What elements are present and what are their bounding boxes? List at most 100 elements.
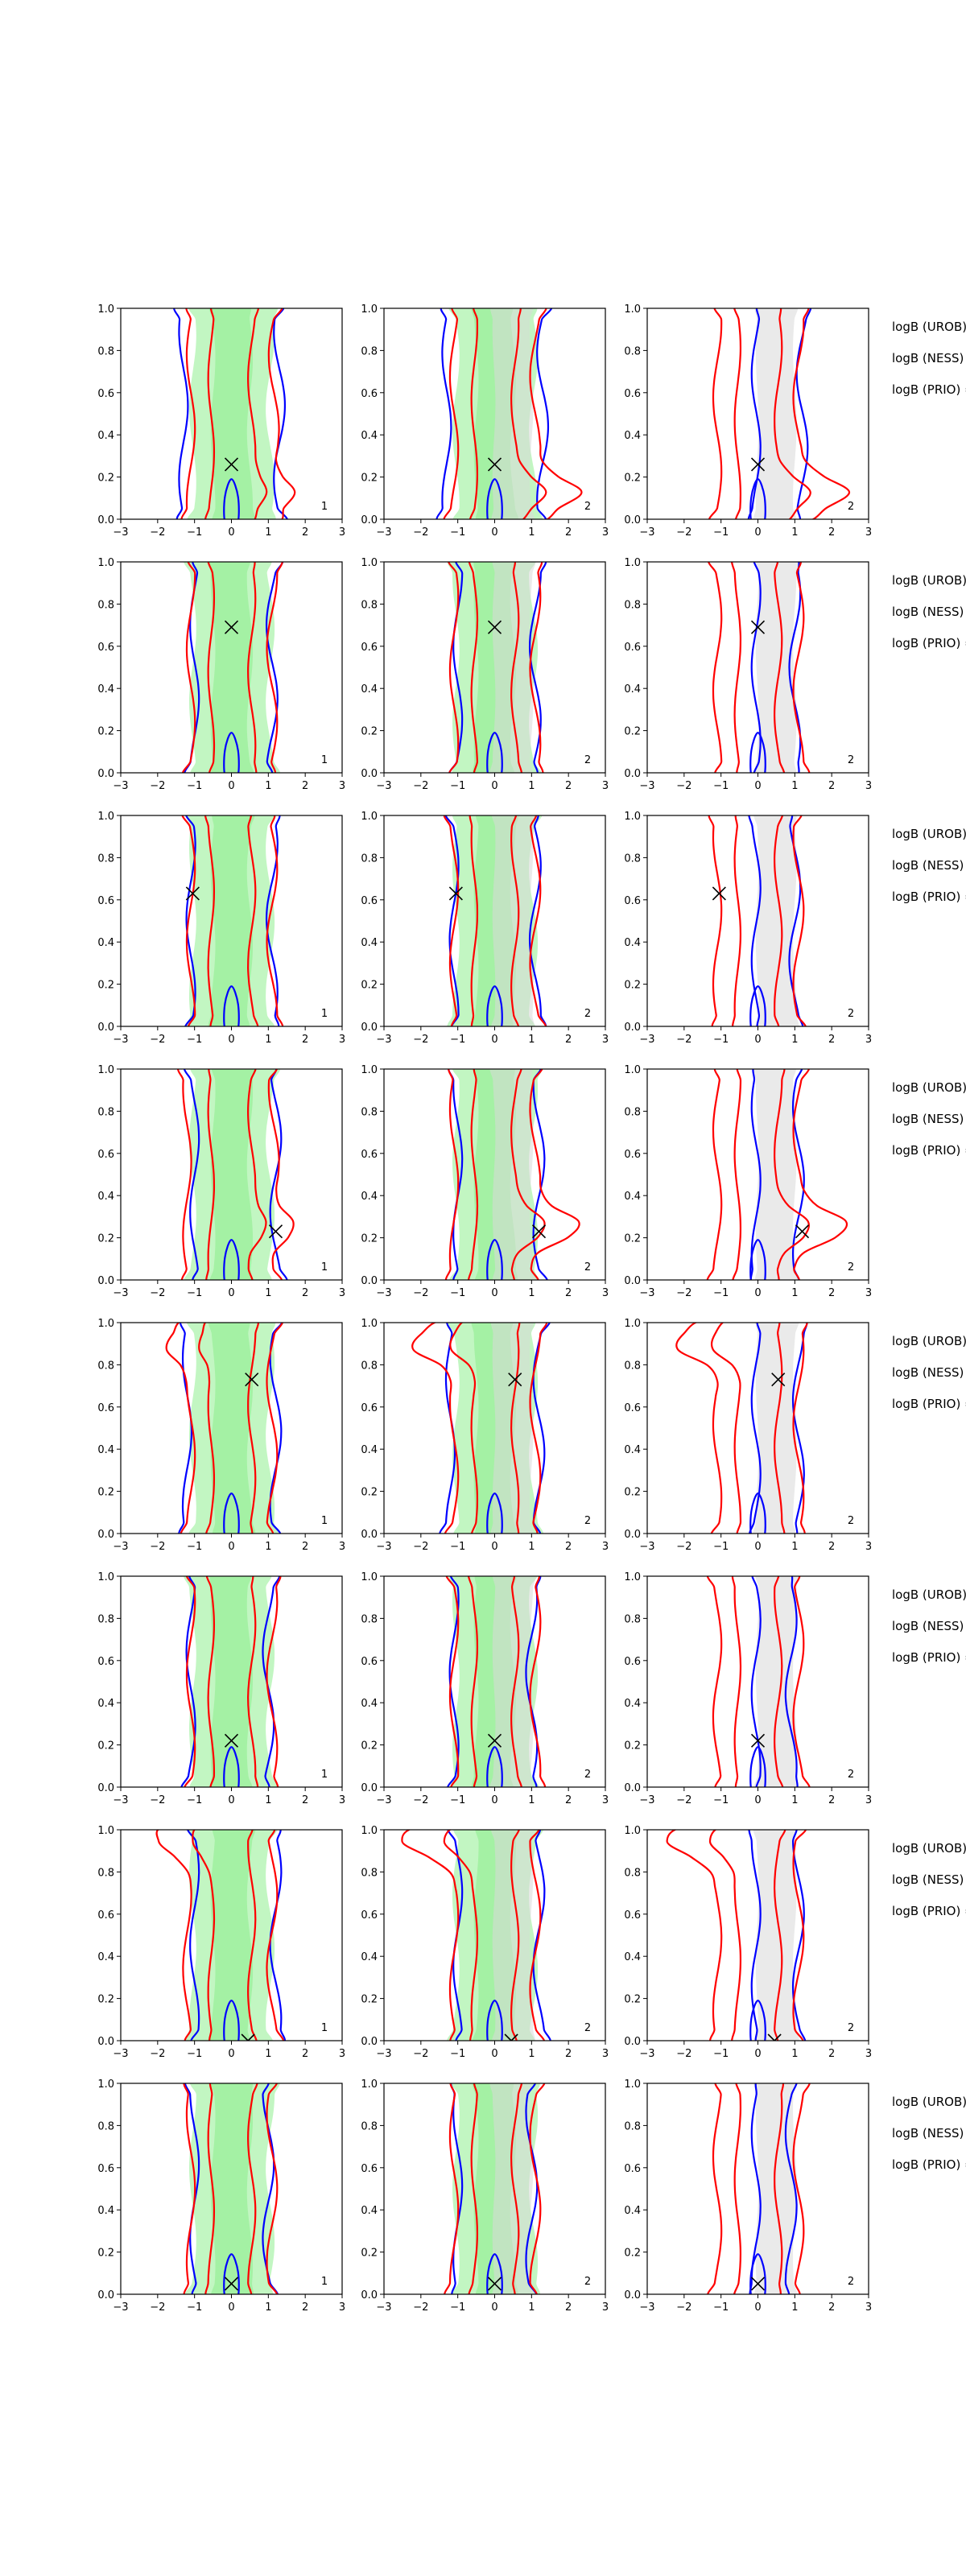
y-tick-label: 0.0 bbox=[361, 2289, 378, 2301]
y-tick-label: 0.6 bbox=[361, 1402, 378, 1414]
x-tick-label: 0 bbox=[754, 1541, 761, 1553]
y-tick-label: 0.6 bbox=[361, 388, 378, 400]
plot-area bbox=[706, 1069, 848, 1280]
x-tick-label: −2 bbox=[676, 1541, 691, 1553]
y-tick-label: 0.0 bbox=[97, 1022, 114, 1034]
contour-blue-outer bbox=[184, 1069, 288, 1280]
x-tick-label: 0 bbox=[228, 2301, 234, 2314]
y-tick-label: 0.4 bbox=[97, 1951, 114, 1963]
row-3-label-1: logB (UROB) = bbox=[892, 827, 966, 841]
contour-red-inner bbox=[192, 1830, 258, 2041]
contour-red-outer bbox=[184, 1576, 282, 1787]
y-tick-label: 1.0 bbox=[361, 1318, 378, 1330]
plot-area bbox=[708, 562, 811, 773]
x-tick-label: 2 bbox=[302, 526, 308, 539]
panel-tag: 2 bbox=[584, 1008, 591, 1020]
x-tick-label: −1 bbox=[713, 2048, 729, 2060]
plot-area bbox=[436, 308, 583, 519]
contour-red-outer bbox=[666, 1830, 807, 2041]
y-tick-label: 0.2 bbox=[361, 1994, 378, 2006]
panel-r4-c1: −3 −2 −1 0 1 2 3 0.0 0.2 0.4 0.6 0.8 1.0 1 bbox=[97, 1064, 345, 1299]
panel-r8-c2: −3 −2 −1 0 1 2 3 0.0 0.2 0.4 0.6 0.8 1.0 2 bbox=[361, 2079, 609, 2314]
true-value-marker bbox=[224, 457, 239, 472]
x-tick-label: −2 bbox=[413, 1794, 428, 1806]
contour-blue-peak bbox=[486, 1492, 503, 1534]
y-tick-label: 0.8 bbox=[97, 2120, 114, 2132]
row-2-label-1: logB (UROB) = bbox=[892, 573, 966, 588]
x-tick-label: 2 bbox=[302, 1541, 308, 1553]
x-tick-label: 0 bbox=[491, 2301, 497, 2314]
true-value-marker bbox=[750, 620, 766, 634]
contour-blue-peak bbox=[749, 2000, 766, 2041]
x-tick-label: 1 bbox=[265, 780, 271, 792]
plot-area bbox=[173, 308, 296, 519]
x-tick-label: −3 bbox=[639, 526, 654, 539]
y-tick-label: 0.4 bbox=[361, 937, 378, 949]
panel-tag: 1 bbox=[321, 1769, 328, 1781]
x-tick-label: 1 bbox=[528, 1287, 535, 1299]
panel-tag: 2 bbox=[848, 1008, 854, 1020]
x-tick-label: 2 bbox=[565, 1794, 572, 1806]
x-tick-label: 1 bbox=[791, 1541, 798, 1553]
y-tick-label: 0.0 bbox=[624, 1782, 641, 1794]
y-tick-label: 0.0 bbox=[361, 514, 378, 526]
y-tick-label: 0.2 bbox=[97, 1994, 114, 2006]
row-3-label-2: logB (NESS) = bbox=[892, 858, 966, 873]
y-tick-label: 0.0 bbox=[97, 1782, 114, 1794]
y-tick-label: 0.8 bbox=[361, 2120, 378, 2132]
panel-tag: 2 bbox=[584, 754, 591, 766]
y-tick-label: 0.2 bbox=[624, 2248, 641, 2260]
y-tick-label: 0.6 bbox=[97, 1402, 114, 1414]
panel-tag: 2 bbox=[584, 2022, 591, 2034]
contour-blue-peak bbox=[749, 732, 766, 773]
y-tick-label: 0.6 bbox=[361, 1909, 378, 1922]
plot-area bbox=[708, 815, 807, 1026]
x-tick-label: −3 bbox=[376, 526, 391, 539]
panel-tag: 1 bbox=[321, 754, 328, 766]
y-tick-label: 0.8 bbox=[361, 1106, 378, 1118]
y-tick-label: 0.8 bbox=[97, 1613, 114, 1625]
y-tick-label: 0.8 bbox=[624, 852, 641, 865]
contour-blue-outer bbox=[748, 1830, 807, 2041]
y-tick-label: 1.0 bbox=[361, 2079, 378, 2091]
x-tick-label: −3 bbox=[376, 2301, 391, 2314]
y-tick-label: 0.4 bbox=[97, 683, 114, 696]
plot-area bbox=[444, 2083, 546, 2294]
contour-red-inner bbox=[198, 1323, 259, 1534]
density-core-green bbox=[208, 1830, 256, 2041]
x-tick-label: −2 bbox=[413, 1287, 428, 1299]
density-fill-gray bbox=[753, 2083, 798, 2294]
true-value-marker bbox=[268, 1224, 283, 1239]
x-tick-label: 2 bbox=[302, 2048, 308, 2060]
y-tick-label: 0.6 bbox=[624, 1656, 641, 1668]
x-tick-label: 1 bbox=[791, 2048, 798, 2060]
x-tick-label: 1 bbox=[265, 2048, 271, 2060]
x-tick-label: 3 bbox=[339, 1794, 345, 1806]
y-tick-label: 0.8 bbox=[97, 852, 114, 865]
panel-tag: 2 bbox=[848, 2022, 854, 2034]
contour-red-outer bbox=[401, 1830, 545, 2041]
panel-r6-c1: −3 −2 −1 0 1 2 3 0.0 0.2 0.4 0.6 0.8 1.0 1 bbox=[97, 1571, 345, 1806]
x-tick-label: 3 bbox=[339, 1287, 345, 1299]
x-tick-label: −2 bbox=[150, 526, 165, 539]
x-tick-label: −3 bbox=[639, 780, 654, 792]
density-fill-gray bbox=[491, 1830, 535, 2041]
y-tick-label: 0.8 bbox=[624, 2120, 641, 2132]
x-tick-label: 3 bbox=[865, 526, 872, 539]
y-tick-label: 0.6 bbox=[624, 2163, 641, 2175]
y-tick-label: 1.0 bbox=[97, 1571, 114, 1583]
contour-red-inner bbox=[205, 1069, 267, 1280]
x-tick-label: 2 bbox=[828, 1287, 835, 1299]
x-tick-label: 2 bbox=[302, 1034, 308, 1046]
contour-blue-outer bbox=[184, 2083, 279, 2294]
y-tick-label: 0.2 bbox=[624, 980, 641, 992]
x-tick-label: 1 bbox=[791, 1034, 798, 1046]
row-3-label-3: logB (PRIO) = bbox=[892, 890, 966, 904]
panel-r3-c3: −3 −2 −1 0 1 2 3 0.0 0.2 0.4 0.6 0.8 1.0 2 bbox=[624, 811, 872, 1046]
x-tick-label: −1 bbox=[187, 526, 202, 539]
x-tick-label: 0 bbox=[754, 1287, 761, 1299]
contour-red-inner bbox=[443, 1830, 520, 2041]
y-tick-label: 0.6 bbox=[624, 1909, 641, 1922]
y-tick-label: 1.0 bbox=[97, 811, 114, 823]
contour-red-inner bbox=[732, 1069, 810, 1280]
